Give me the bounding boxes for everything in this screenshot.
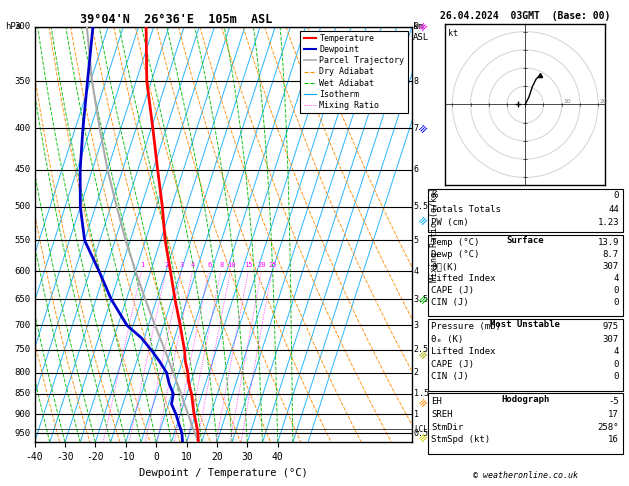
- Text: StmDir: StmDir: [431, 422, 464, 432]
- Text: kt: kt: [448, 29, 459, 38]
- Text: CAPE (J): CAPE (J): [431, 360, 474, 369]
- Text: 750: 750: [14, 345, 31, 354]
- Text: 3.5: 3.5: [414, 295, 429, 304]
- Text: Temp (°C): Temp (°C): [431, 238, 480, 247]
- Text: ≡: ≡: [416, 395, 430, 409]
- Text: 25: 25: [268, 262, 277, 268]
- Text: 4: 4: [613, 274, 619, 283]
- Text: 10: 10: [226, 262, 235, 268]
- Text: 307: 307: [603, 335, 619, 344]
- Text: ≡: ≡: [416, 122, 430, 135]
- Text: Hodograph: Hodograph: [501, 395, 549, 404]
- Text: ASL: ASL: [413, 33, 430, 42]
- Text: 400: 400: [14, 123, 31, 133]
- Text: Dewp (°C): Dewp (°C): [431, 250, 480, 259]
- Text: ≡: ≡: [416, 214, 430, 227]
- Text: 800: 800: [14, 368, 31, 377]
- Text: 5: 5: [414, 236, 419, 245]
- Text: 0: 0: [613, 191, 619, 200]
- Text: 850: 850: [14, 389, 31, 399]
- Text: 300: 300: [14, 22, 31, 31]
- Text: 4: 4: [191, 262, 195, 268]
- Text: 8.7: 8.7: [603, 250, 619, 259]
- Text: 600: 600: [14, 267, 31, 276]
- Text: 6: 6: [208, 262, 211, 268]
- Text: ≡: ≡: [416, 347, 430, 361]
- Text: K: K: [431, 191, 437, 200]
- Text: CIN (J): CIN (J): [431, 372, 469, 381]
- Text: 1: 1: [414, 410, 419, 418]
- Text: EH: EH: [431, 397, 442, 406]
- Text: 26.04.2024  03GMT  (Base: 00): 26.04.2024 03GMT (Base: 00): [440, 11, 610, 21]
- Text: -5: -5: [608, 397, 619, 406]
- Text: 9: 9: [414, 22, 419, 31]
- Text: CIN (J): CIN (J): [431, 298, 469, 307]
- Text: θᴇ(K): θᴇ(K): [431, 262, 459, 271]
- Text: StmSpd (kt): StmSpd (kt): [431, 435, 491, 444]
- Text: 20: 20: [600, 99, 608, 104]
- Text: 6: 6: [414, 165, 419, 174]
- Text: ≡: ≡: [416, 293, 430, 306]
- Text: 7: 7: [414, 123, 419, 133]
- Text: 550: 550: [14, 236, 31, 245]
- Text: 900: 900: [14, 410, 31, 418]
- Text: 0: 0: [613, 286, 619, 295]
- Text: 4: 4: [414, 267, 419, 276]
- Text: LCL: LCL: [414, 425, 428, 434]
- Text: Most Unstable: Most Unstable: [490, 320, 560, 330]
- Text: 20: 20: [258, 262, 266, 268]
- Text: 450: 450: [14, 165, 31, 174]
- Text: Lifted Index: Lifted Index: [431, 274, 496, 283]
- Text: 975: 975: [603, 323, 619, 331]
- Text: Lifted Index: Lifted Index: [431, 347, 496, 356]
- X-axis label: Dewpoint / Temperature (°C): Dewpoint / Temperature (°C): [139, 468, 308, 478]
- Text: 650: 650: [14, 295, 31, 304]
- Text: 0: 0: [613, 298, 619, 307]
- Text: PW (cm): PW (cm): [431, 219, 469, 227]
- Text: 500: 500: [14, 202, 31, 211]
- Text: 2.5: 2.5: [414, 345, 429, 354]
- Text: 3: 3: [414, 321, 419, 330]
- Text: hPa: hPa: [5, 22, 21, 31]
- Text: 8: 8: [220, 262, 223, 268]
- Text: ≡: ≡: [416, 20, 430, 34]
- Text: 39°04'N  26°36'E  105m  ASL: 39°04'N 26°36'E 105m ASL: [80, 13, 272, 26]
- Legend: Temperature, Dewpoint, Parcel Trajectory, Dry Adiabat, Wet Adiabat, Isotherm, Mi: Temperature, Dewpoint, Parcel Trajectory…: [300, 31, 408, 113]
- Text: CAPE (J): CAPE (J): [431, 286, 474, 295]
- Text: 15: 15: [245, 262, 253, 268]
- Text: 8: 8: [414, 77, 419, 86]
- Text: 3: 3: [180, 262, 184, 268]
- Text: 2: 2: [165, 262, 169, 268]
- Text: 0: 0: [613, 360, 619, 369]
- Text: 13.9: 13.9: [598, 238, 619, 247]
- Text: 1.23: 1.23: [598, 219, 619, 227]
- Text: 350: 350: [14, 77, 31, 86]
- Text: 1: 1: [140, 262, 144, 268]
- Text: 44: 44: [608, 205, 619, 214]
- Text: 258°: 258°: [598, 422, 619, 432]
- Text: 0: 0: [613, 372, 619, 381]
- Text: SREH: SREH: [431, 410, 453, 419]
- Text: 950: 950: [14, 429, 31, 437]
- Text: 17: 17: [608, 410, 619, 419]
- Text: Mixing Ratio (g/kg): Mixing Ratio (g/kg): [430, 187, 439, 282]
- Text: 1.5: 1.5: [414, 389, 429, 399]
- Text: 16: 16: [608, 435, 619, 444]
- Text: Pressure (mb): Pressure (mb): [431, 323, 501, 331]
- Text: © weatheronline.co.uk: © weatheronline.co.uk: [473, 471, 577, 480]
- Text: 2: 2: [414, 368, 419, 377]
- Text: Totals Totals: Totals Totals: [431, 205, 501, 214]
- Text: ≡: ≡: [416, 430, 430, 444]
- Text: 10: 10: [564, 99, 571, 104]
- Text: 4: 4: [613, 347, 619, 356]
- Text: 307: 307: [603, 262, 619, 271]
- Text: 700: 700: [14, 321, 31, 330]
- Text: θₑ (K): θₑ (K): [431, 335, 464, 344]
- Text: 0.5: 0.5: [414, 429, 429, 437]
- Text: km: km: [413, 22, 424, 31]
- Text: 5.5: 5.5: [414, 202, 429, 211]
- Text: Surface: Surface: [506, 236, 544, 245]
